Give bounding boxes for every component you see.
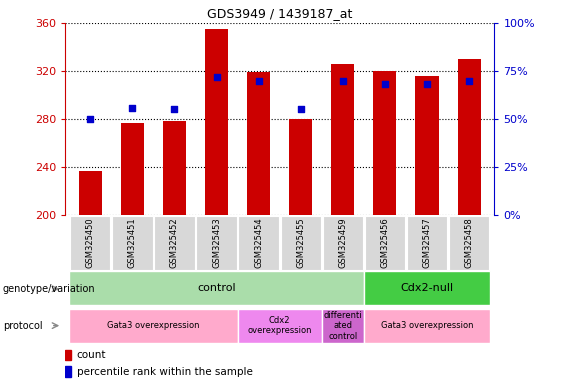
FancyBboxPatch shape [449, 216, 489, 270]
FancyBboxPatch shape [407, 216, 447, 270]
Bar [373, 71, 397, 215]
Text: count: count [77, 350, 106, 360]
Point [170, 106, 179, 113]
Bar [415, 76, 438, 215]
Text: GSM325453: GSM325453 [212, 217, 221, 268]
Text: GSM325456: GSM325456 [380, 217, 389, 268]
Bar [79, 170, 102, 215]
Point [212, 74, 221, 80]
FancyBboxPatch shape [196, 216, 237, 270]
Text: differenti
ated
control: differenti ated control [324, 311, 362, 341]
Text: GSM325454: GSM325454 [254, 217, 263, 268]
Bar [364, 309, 490, 343]
Text: GSM325457: GSM325457 [423, 217, 432, 268]
Bar [69, 271, 364, 305]
Point [338, 78, 347, 84]
Bar [247, 72, 270, 215]
Bar [289, 119, 312, 215]
Text: GSM325455: GSM325455 [296, 217, 305, 268]
Text: protocol: protocol [3, 321, 42, 331]
FancyBboxPatch shape [112, 216, 153, 270]
Text: percentile rank within the sample: percentile rank within the sample [77, 366, 253, 377]
Text: GSM325459: GSM325459 [338, 217, 347, 268]
Bar [121, 122, 144, 215]
Text: Gata3 overexpression: Gata3 overexpression [381, 321, 473, 330]
Point [254, 78, 263, 84]
Bar [205, 29, 228, 215]
Text: GSM325450: GSM325450 [86, 217, 95, 268]
FancyBboxPatch shape [154, 216, 194, 270]
Text: genotype/variation: genotype/variation [3, 284, 95, 294]
Point [380, 81, 389, 88]
Text: Cdx2-null: Cdx2-null [401, 283, 454, 293]
FancyBboxPatch shape [323, 216, 363, 270]
Text: control: control [197, 283, 236, 293]
Point [423, 81, 432, 88]
FancyBboxPatch shape [365, 216, 405, 270]
Title: GDS3949 / 1439187_at: GDS3949 / 1439187_at [207, 7, 353, 20]
FancyBboxPatch shape [70, 216, 110, 270]
Bar [364, 271, 490, 305]
Bar [458, 59, 481, 215]
Bar [69, 309, 237, 343]
Text: Gata3 overexpression: Gata3 overexpression [107, 321, 199, 330]
FancyBboxPatch shape [280, 216, 321, 270]
Bar [331, 64, 354, 215]
Text: GSM325451: GSM325451 [128, 217, 137, 268]
Bar [65, 366, 71, 377]
Point [86, 116, 95, 122]
Bar [65, 350, 71, 360]
Text: GSM325452: GSM325452 [170, 217, 179, 268]
Text: GSM325458: GSM325458 [464, 217, 473, 268]
FancyBboxPatch shape [238, 216, 279, 270]
Point [296, 106, 305, 113]
Bar [237, 309, 322, 343]
Point [464, 78, 473, 84]
Bar [163, 121, 186, 215]
Point [128, 104, 137, 111]
Bar [322, 309, 364, 343]
Text: Cdx2
overexpression: Cdx2 overexpression [247, 316, 312, 335]
